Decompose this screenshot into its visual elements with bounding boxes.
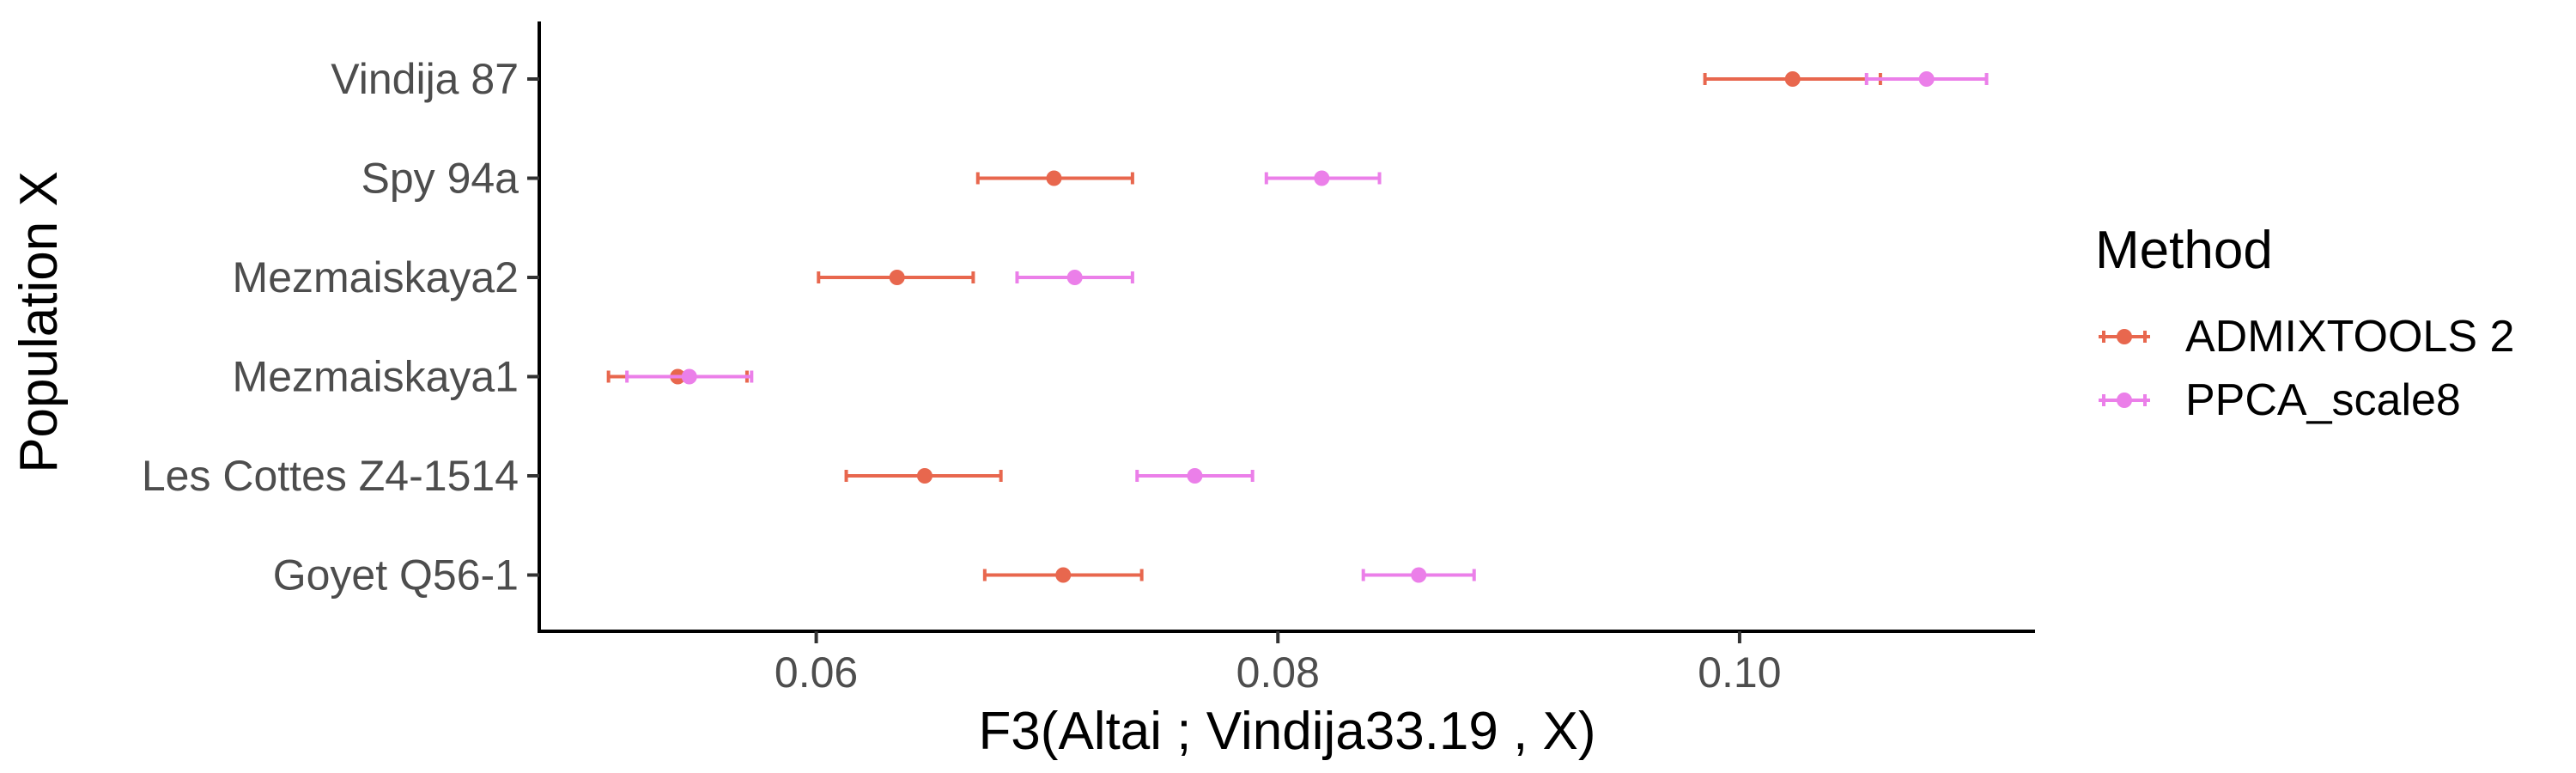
x-tick-label-0-08: 0.08 [1236, 648, 1320, 697]
x-axis-ticks: 0.06 0.08 0.10 [775, 631, 1782, 697]
y-tick-label-goyet-q56-1: Goyet Q56-1 [273, 551, 519, 600]
point-admixtools-2-spy-94a [1046, 170, 1062, 186]
legend-label-ppca-scale8: PPCA_scale8 [2185, 375, 2461, 425]
legend-swatch-admixtools-2 [2117, 329, 2132, 344]
legend-title: Method [2095, 221, 2273, 280]
point-admixtools-2-les-cottes-z4-1514 [916, 468, 933, 484]
point-ppca-scale8-goyet-q56-1 [1411, 567, 1427, 583]
y-tick-label-spy-94a: Spy 94a [361, 155, 519, 203]
x-tick-label-0-10: 0.10 [1698, 648, 1781, 697]
point-admixtools-2-vindija-87 [1784, 71, 1801, 87]
point-ppca-scale8-vindija-87 [1918, 71, 1935, 87]
point-ppca-scale8-les-cottes-z4-1514 [1187, 468, 1203, 484]
legend-label-admixtools-2: ADMIXTOOLS 2 [2185, 312, 2514, 362]
y-tick-label-mezmaiskaya1: Mezmaiskaya1 [233, 353, 519, 401]
point-ppca-scale8-mezmaiskaya2 [1066, 270, 1083, 285]
legend: Method ADMIXTOOLS 2 PPCA_scale8 [2095, 221, 2514, 425]
point-admixtools-2-goyet-q56-1 [1055, 567, 1072, 583]
x-axis-title: F3(Altai ; Vindija33.19 , X) [978, 702, 1595, 761]
y-tick-label-les-cottes-z4-1514: Les Cottes Z4-1514 [142, 452, 519, 500]
point-admixtools-2-mezmaiskaya2 [889, 270, 905, 285]
point-ppca-scale8-mezmaiskaya1 [681, 368, 697, 385]
y-axis-ticks: Vindija 87 Spy 94a Mezmaiskaya2 Mezmaiskaya… [142, 55, 539, 600]
series-admixtools-2 [606, 71, 1882, 583]
series-ppca-scale8 [625, 71, 1989, 583]
x-tick-label-0-06: 0.06 [775, 648, 858, 697]
series-layer [606, 71, 1989, 583]
legend-swatch-ppca-scale8 [2117, 393, 2132, 408]
point-ppca-scale8-spy-94a [1314, 170, 1330, 186]
y-tick-label-vindija-87: Vindija 87 [331, 55, 519, 103]
y-tick-label-mezmaiskaya2: Mezmaiskaya2 [233, 253, 519, 301]
y-axis-title: Population X [9, 171, 69, 473]
